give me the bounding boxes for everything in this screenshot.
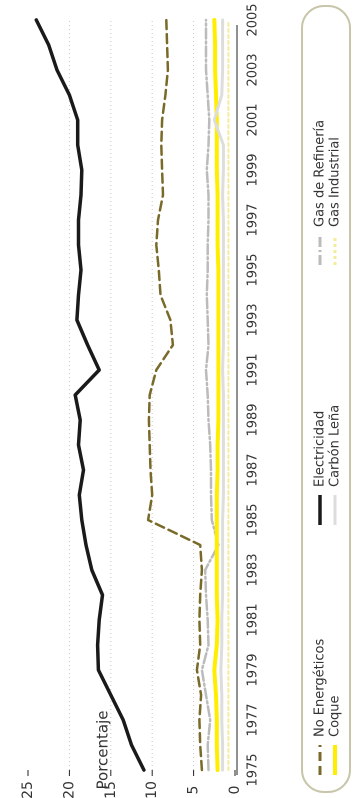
x-tick-label: 2001 xyxy=(246,103,261,136)
y-tick-label: 20 xyxy=(61,781,77,798)
legend-label: Coque xyxy=(328,695,343,737)
series-line xyxy=(212,18,221,772)
x-tick-label: 1979 xyxy=(246,653,261,686)
x-tick-label: 1987 xyxy=(246,453,261,486)
legend-label: Gas de Refinería xyxy=(313,120,328,227)
series-line xyxy=(146,18,204,772)
y-tick-label: 10 xyxy=(144,781,160,798)
plot-area: 1975 1977 1979 1981 1983 1985 1987 1989 1991 1993… xyxy=(20,3,261,798)
series-line xyxy=(200,18,220,772)
y-tick-label: 15 xyxy=(103,781,119,798)
legend-label: Gas Industrial xyxy=(328,137,343,227)
series-line xyxy=(212,18,225,772)
x-tick-label: 1993 xyxy=(246,303,261,336)
legend-box xyxy=(301,5,351,793)
series-line xyxy=(34,18,146,772)
x-tick-label: 2005 xyxy=(246,3,261,36)
legend-label: Carbón Leña xyxy=(328,405,343,487)
x-tick-label: 1997 xyxy=(246,203,261,236)
legend-label: No Energéticos xyxy=(313,639,328,737)
y-axis-label: Porcentaje xyxy=(94,711,112,790)
x-tick-label: 1975 xyxy=(246,753,261,786)
x-tick-label: 1999 xyxy=(246,153,261,186)
y-tick-label: 5 xyxy=(186,786,202,795)
x-tick-label: 1991 xyxy=(246,353,261,386)
x-tick-label: 1989 xyxy=(246,403,261,436)
y-tick-label: 0 xyxy=(227,786,243,795)
x-tick-label: 2003 xyxy=(246,53,261,86)
x-tick-label: 1981 xyxy=(246,603,261,636)
y-tick-label: 25 xyxy=(20,781,36,798)
x-tick-label: 1983 xyxy=(246,553,261,586)
x-tick-label: 1985 xyxy=(246,503,261,536)
x-tick-label: 1977 xyxy=(246,703,261,736)
legend: No Energéticos Coque Electricidad Carbón Le… xyxy=(313,120,343,775)
x-tick-label: 1995 xyxy=(246,253,261,286)
legend-label: Electricidad xyxy=(313,411,328,487)
